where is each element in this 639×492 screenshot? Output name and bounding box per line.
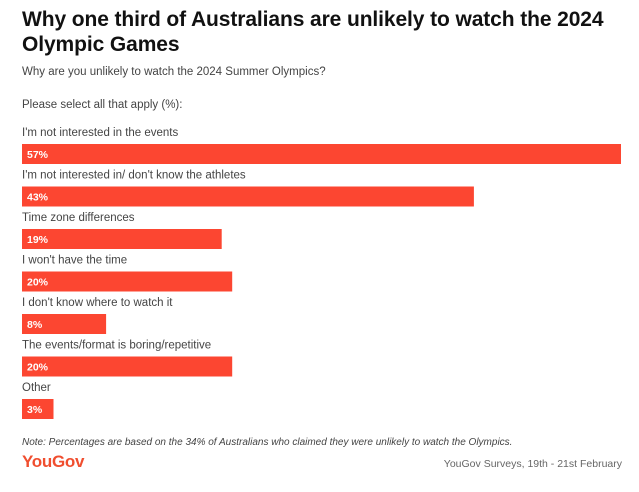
bar [22, 356, 233, 377]
category-label: I won't have the time [22, 255, 127, 267]
category-label: I'm not interested in the events [22, 127, 179, 139]
value-label: 43% [27, 192, 49, 204]
category-label: Time zone differences [22, 212, 135, 224]
value-label: 3% [27, 404, 43, 416]
yougov-logo: YouGov [22, 452, 85, 471]
category-label: The events/format is boring/repetitive [22, 340, 211, 352]
value-label: 19% [27, 234, 49, 246]
bar [22, 229, 222, 249]
bar [22, 271, 233, 292]
value-label: 20% [27, 362, 49, 374]
category-label: Other [22, 382, 51, 394]
category-label: I'm not interested in/ don't know the at… [22, 170, 246, 182]
category-label: I don't know where to watch it [22, 297, 173, 309]
bar [22, 144, 621, 164]
chart-title: Why one third of Australians are unlikel… [22, 8, 604, 56]
value-label: 20% [27, 277, 49, 289]
footnote: Note: Percentages are based on the 34% o… [22, 437, 513, 448]
bar [22, 399, 54, 419]
chart-subtitle: Why are you unlikely to watch the 2024 S… [22, 66, 326, 78]
bar [22, 186, 474, 207]
question-instruction: Please select all that apply (%): [22, 99, 183, 111]
value-label: 8% [27, 319, 43, 331]
value-label: 57% [27, 149, 49, 161]
source-label: YouGov Surveys, 19th - 21st February [443, 458, 622, 470]
bar [22, 314, 107, 334]
